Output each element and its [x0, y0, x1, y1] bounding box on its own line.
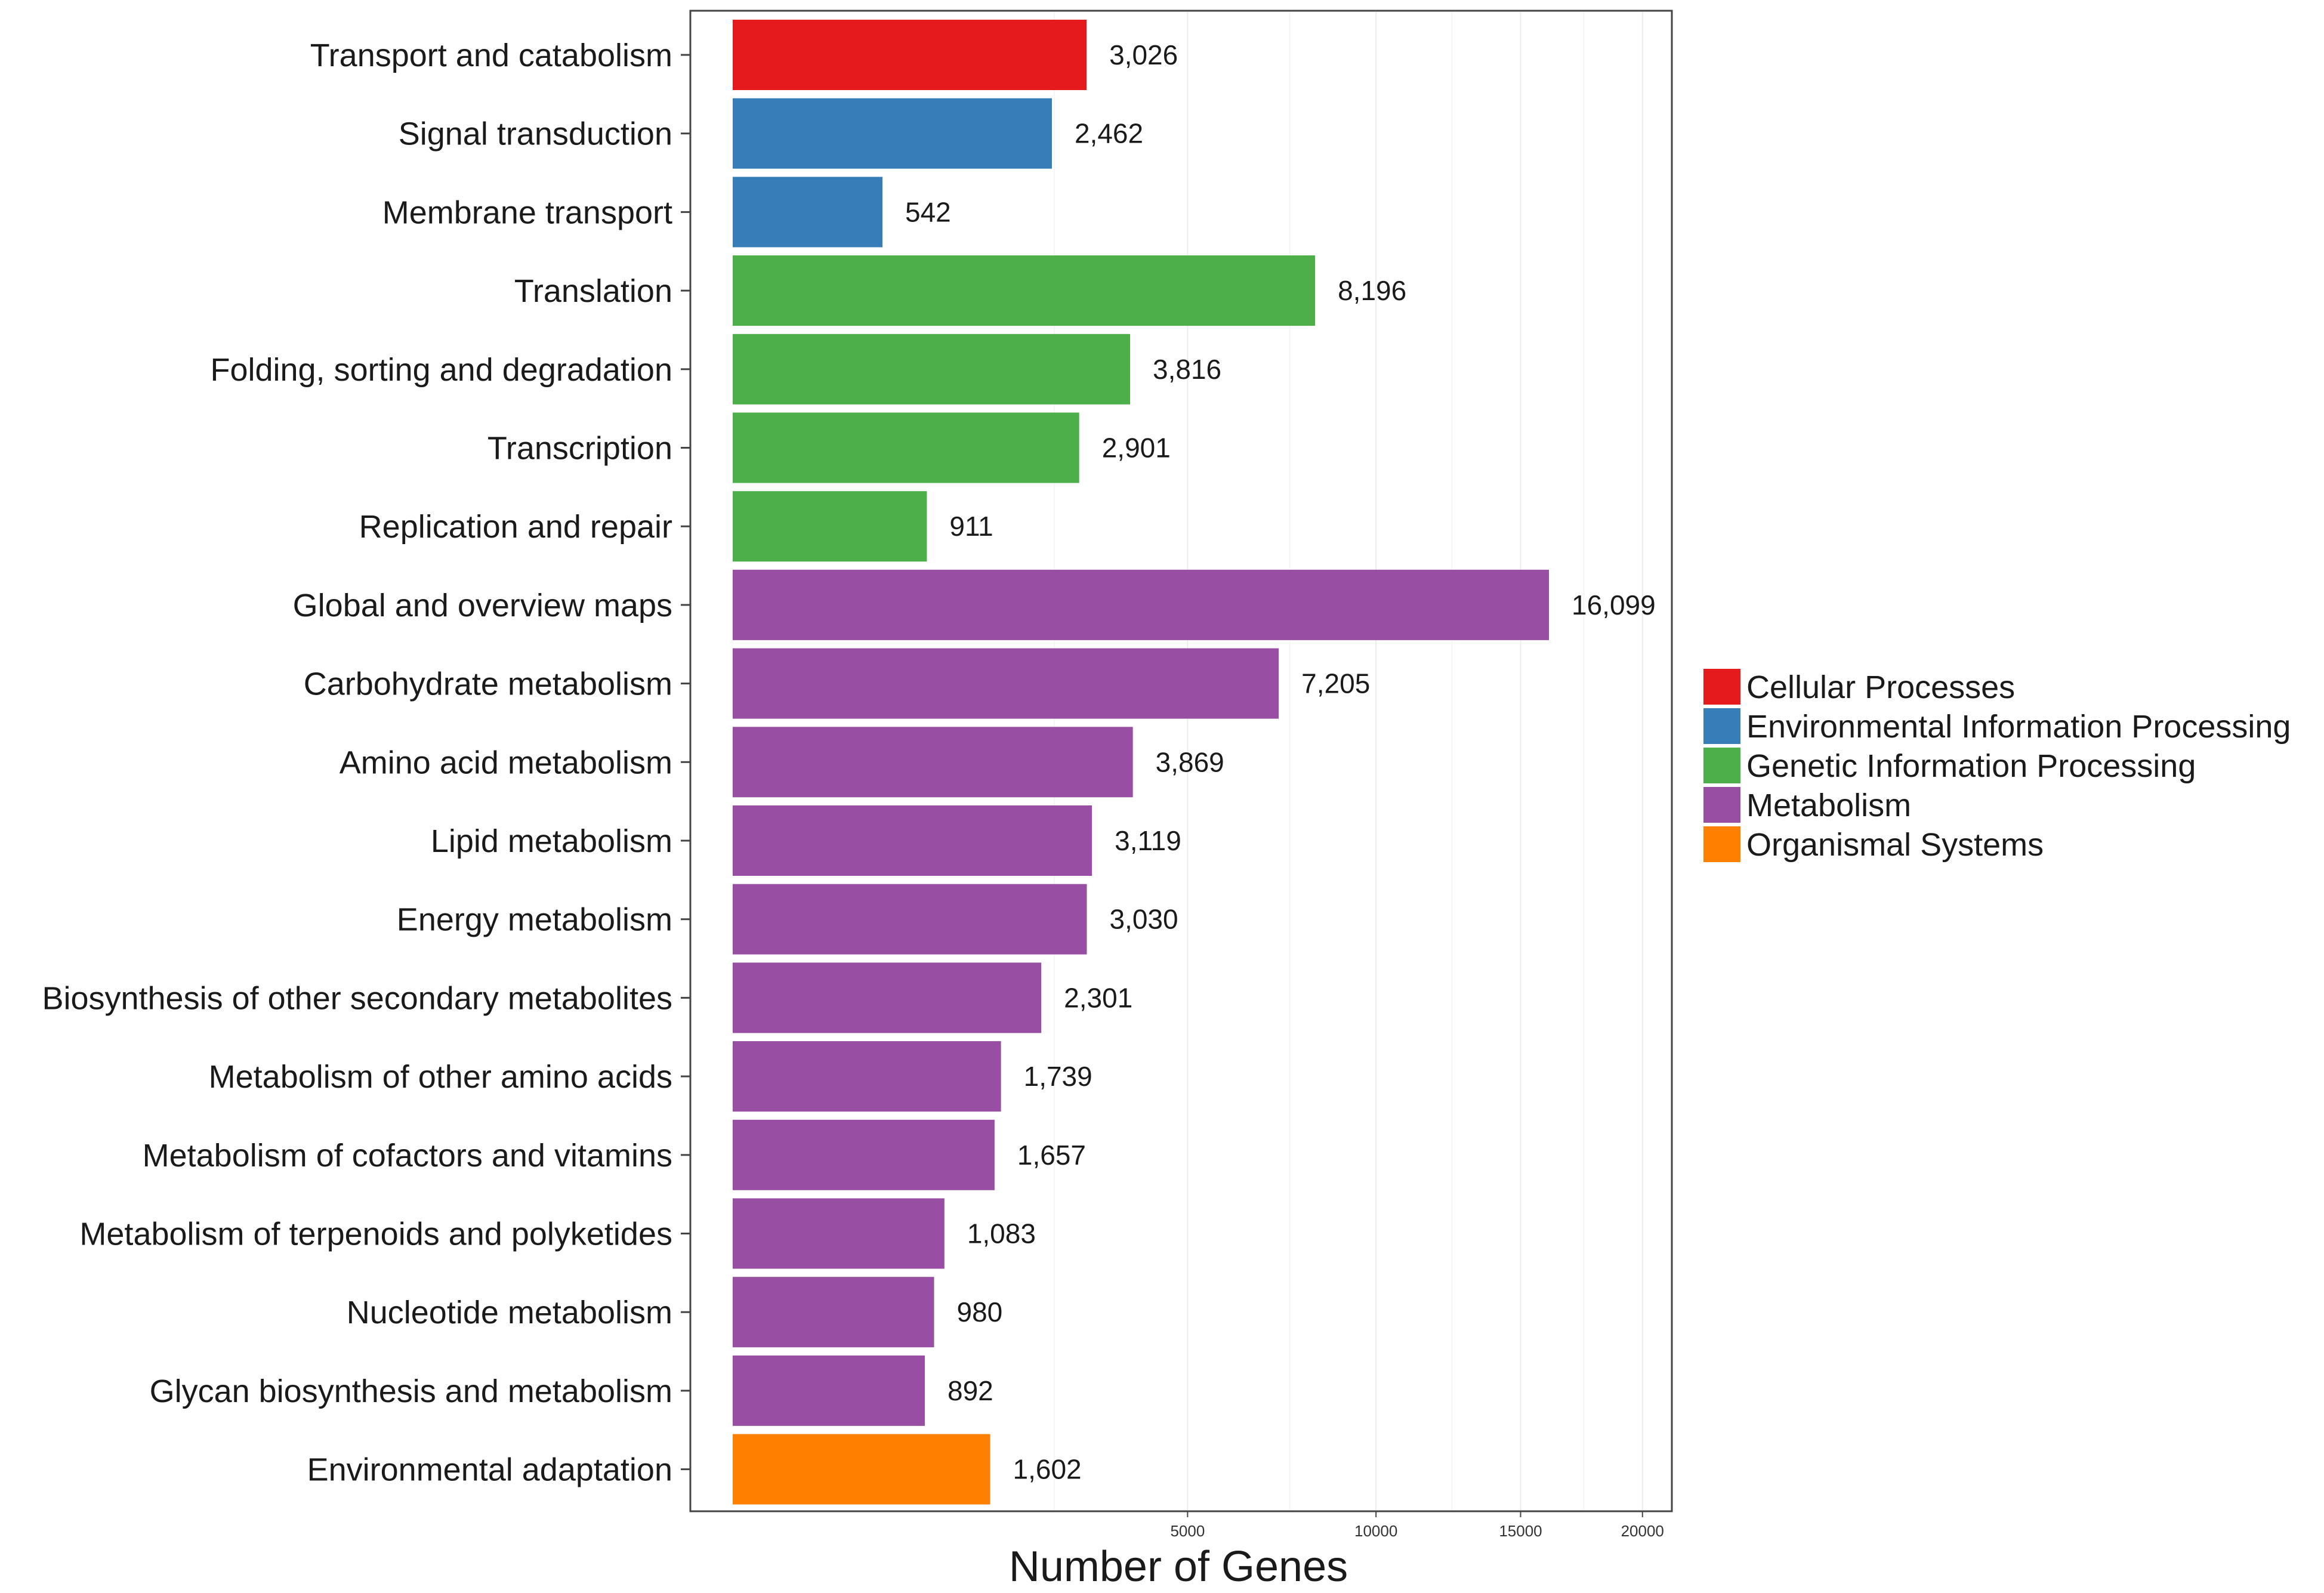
- category-label: Glycan biosynthesis and metabolism: [150, 1373, 672, 1409]
- category-label: Metabolism of cofactors and vitamins: [143, 1138, 672, 1174]
- bar-signal-transduction: [733, 98, 1052, 169]
- bar-folding-sorting-and-degradation: [733, 334, 1131, 405]
- legend-label: Genetic Information Processing: [1746, 748, 2196, 784]
- category-label: Transport and catabolism: [310, 38, 672, 73]
- x-tick-label: 20000: [1621, 1522, 1664, 1540]
- bar-glycan-biosynthesis-and-metabolism: [733, 1355, 925, 1426]
- legend-label: Metabolism: [1746, 788, 1911, 823]
- bar-value-label: 2,901: [1102, 433, 1171, 464]
- bar-value-label: 892: [947, 1375, 993, 1406]
- bar-nucleotide-metabolism: [733, 1277, 934, 1348]
- category-label: Signal transduction: [399, 116, 672, 152]
- category-label: Global and overview maps: [293, 588, 672, 623]
- bar-value-label: 3,869: [1156, 746, 1224, 777]
- category-label: Nucleotide metabolism: [347, 1295, 672, 1330]
- x-tick-label: 5000: [1170, 1522, 1205, 1540]
- legend-swatch: [1703, 826, 1740, 862]
- bar-value-label: 3,026: [1109, 39, 1178, 70]
- bar-value-label: 1,657: [1017, 1140, 1086, 1171]
- legend-label: Organismal Systems: [1746, 827, 2044, 863]
- bar-translation: [733, 255, 1316, 326]
- category-label: Replication and repair: [359, 509, 672, 545]
- category-label: Lipid metabolism: [431, 823, 672, 859]
- x-ticks: 5000 10000 15000 20000: [1170, 1511, 1664, 1540]
- bar-value-label: 1,602: [1013, 1454, 1082, 1485]
- bar-value-label: 8,196: [1338, 275, 1406, 306]
- category-label: Metabolism of other amino acids: [209, 1059, 672, 1095]
- bar-value-label: 2,462: [1075, 118, 1143, 149]
- category-label: Energy metabolism: [397, 902, 672, 938]
- bar-value-label: 542: [905, 196, 951, 227]
- bar-value-label: 980: [957, 1296, 1003, 1327]
- category-label: Membrane transport: [382, 195, 672, 230]
- x-axis-title: Number of Genes: [1009, 1543, 1348, 1591]
- bar-value-label: 2,301: [1064, 982, 1132, 1013]
- bar-metabolism-of-terpenoids-and-polyketides: [733, 1198, 945, 1269]
- bar-value-label: 1,083: [967, 1218, 1036, 1249]
- legend-swatch: [1703, 787, 1740, 823]
- bar-environmental-adaptation: [733, 1434, 990, 1505]
- bar-value-label: 3,119: [1115, 825, 1181, 856]
- legend-swatch: [1703, 708, 1740, 744]
- bar-amino-acid-metabolism: [733, 727, 1133, 798]
- category-label: Metabolism of terpenoids and polyketides: [79, 1217, 672, 1252]
- category-label: Biosynthesis of other secondary metaboli…: [42, 980, 672, 1016]
- legend-label: Environmental Information Processing: [1746, 709, 2291, 745]
- bar-value-label: 3,816: [1153, 354, 1221, 385]
- category-label: Environmental adaptation: [307, 1452, 672, 1488]
- bar-value-label: 7,205: [1301, 668, 1370, 699]
- category-label: Carbohydrate metabolism: [304, 666, 672, 702]
- legend-swatch: [1703, 669, 1740, 705]
- bar-value-label: 911: [949, 511, 993, 542]
- bar-carbohydrate-metabolism: [733, 648, 1279, 719]
- category-labels: Transport and catabolism Signal transduct…: [42, 38, 690, 1488]
- x-tick-label: 15000: [1499, 1522, 1542, 1540]
- bar-metabolism-of-other-amino-acids: [733, 1041, 1001, 1112]
- x-tick-label: 10000: [1354, 1522, 1397, 1540]
- bar-metabolism-of-cofactors-and-vitamins: [733, 1119, 995, 1190]
- bar-energy-metabolism: [733, 884, 1087, 955]
- legend: Cellular Processes Environmental Informat…: [1703, 669, 2291, 863]
- bar-biosynthesis-of-other-secondary-metabolites: [733, 962, 1042, 1033]
- bar-replication-and-repair: [733, 491, 927, 562]
- bar-global-and-overview-maps: [733, 569, 1549, 640]
- category-label: Amino acid metabolism: [340, 745, 672, 780]
- bar-value-label: 3,030: [1109, 904, 1178, 935]
- category-label: Translation: [514, 273, 672, 309]
- bar-value-label: 16,099: [1572, 589, 1656, 620]
- category-label: Transcription: [487, 431, 672, 467]
- legend-label: Cellular Processes: [1746, 669, 2015, 705]
- bar-transport-and-catabolism: [733, 20, 1087, 90]
- bars: 3,026 2,462 542 8,196 3,816 2,901 911 16,099 7,2…: [733, 20, 1656, 1505]
- bar-membrane-transport: [733, 177, 883, 248]
- legend-swatch: [1703, 748, 1740, 783]
- bar-lipid-metabolism: [733, 805, 1092, 876]
- category-label: Folding, sorting and degradation: [210, 352, 672, 388]
- bar-transcription: [733, 412, 1079, 483]
- bar-value-label: 1,739: [1024, 1061, 1092, 1092]
